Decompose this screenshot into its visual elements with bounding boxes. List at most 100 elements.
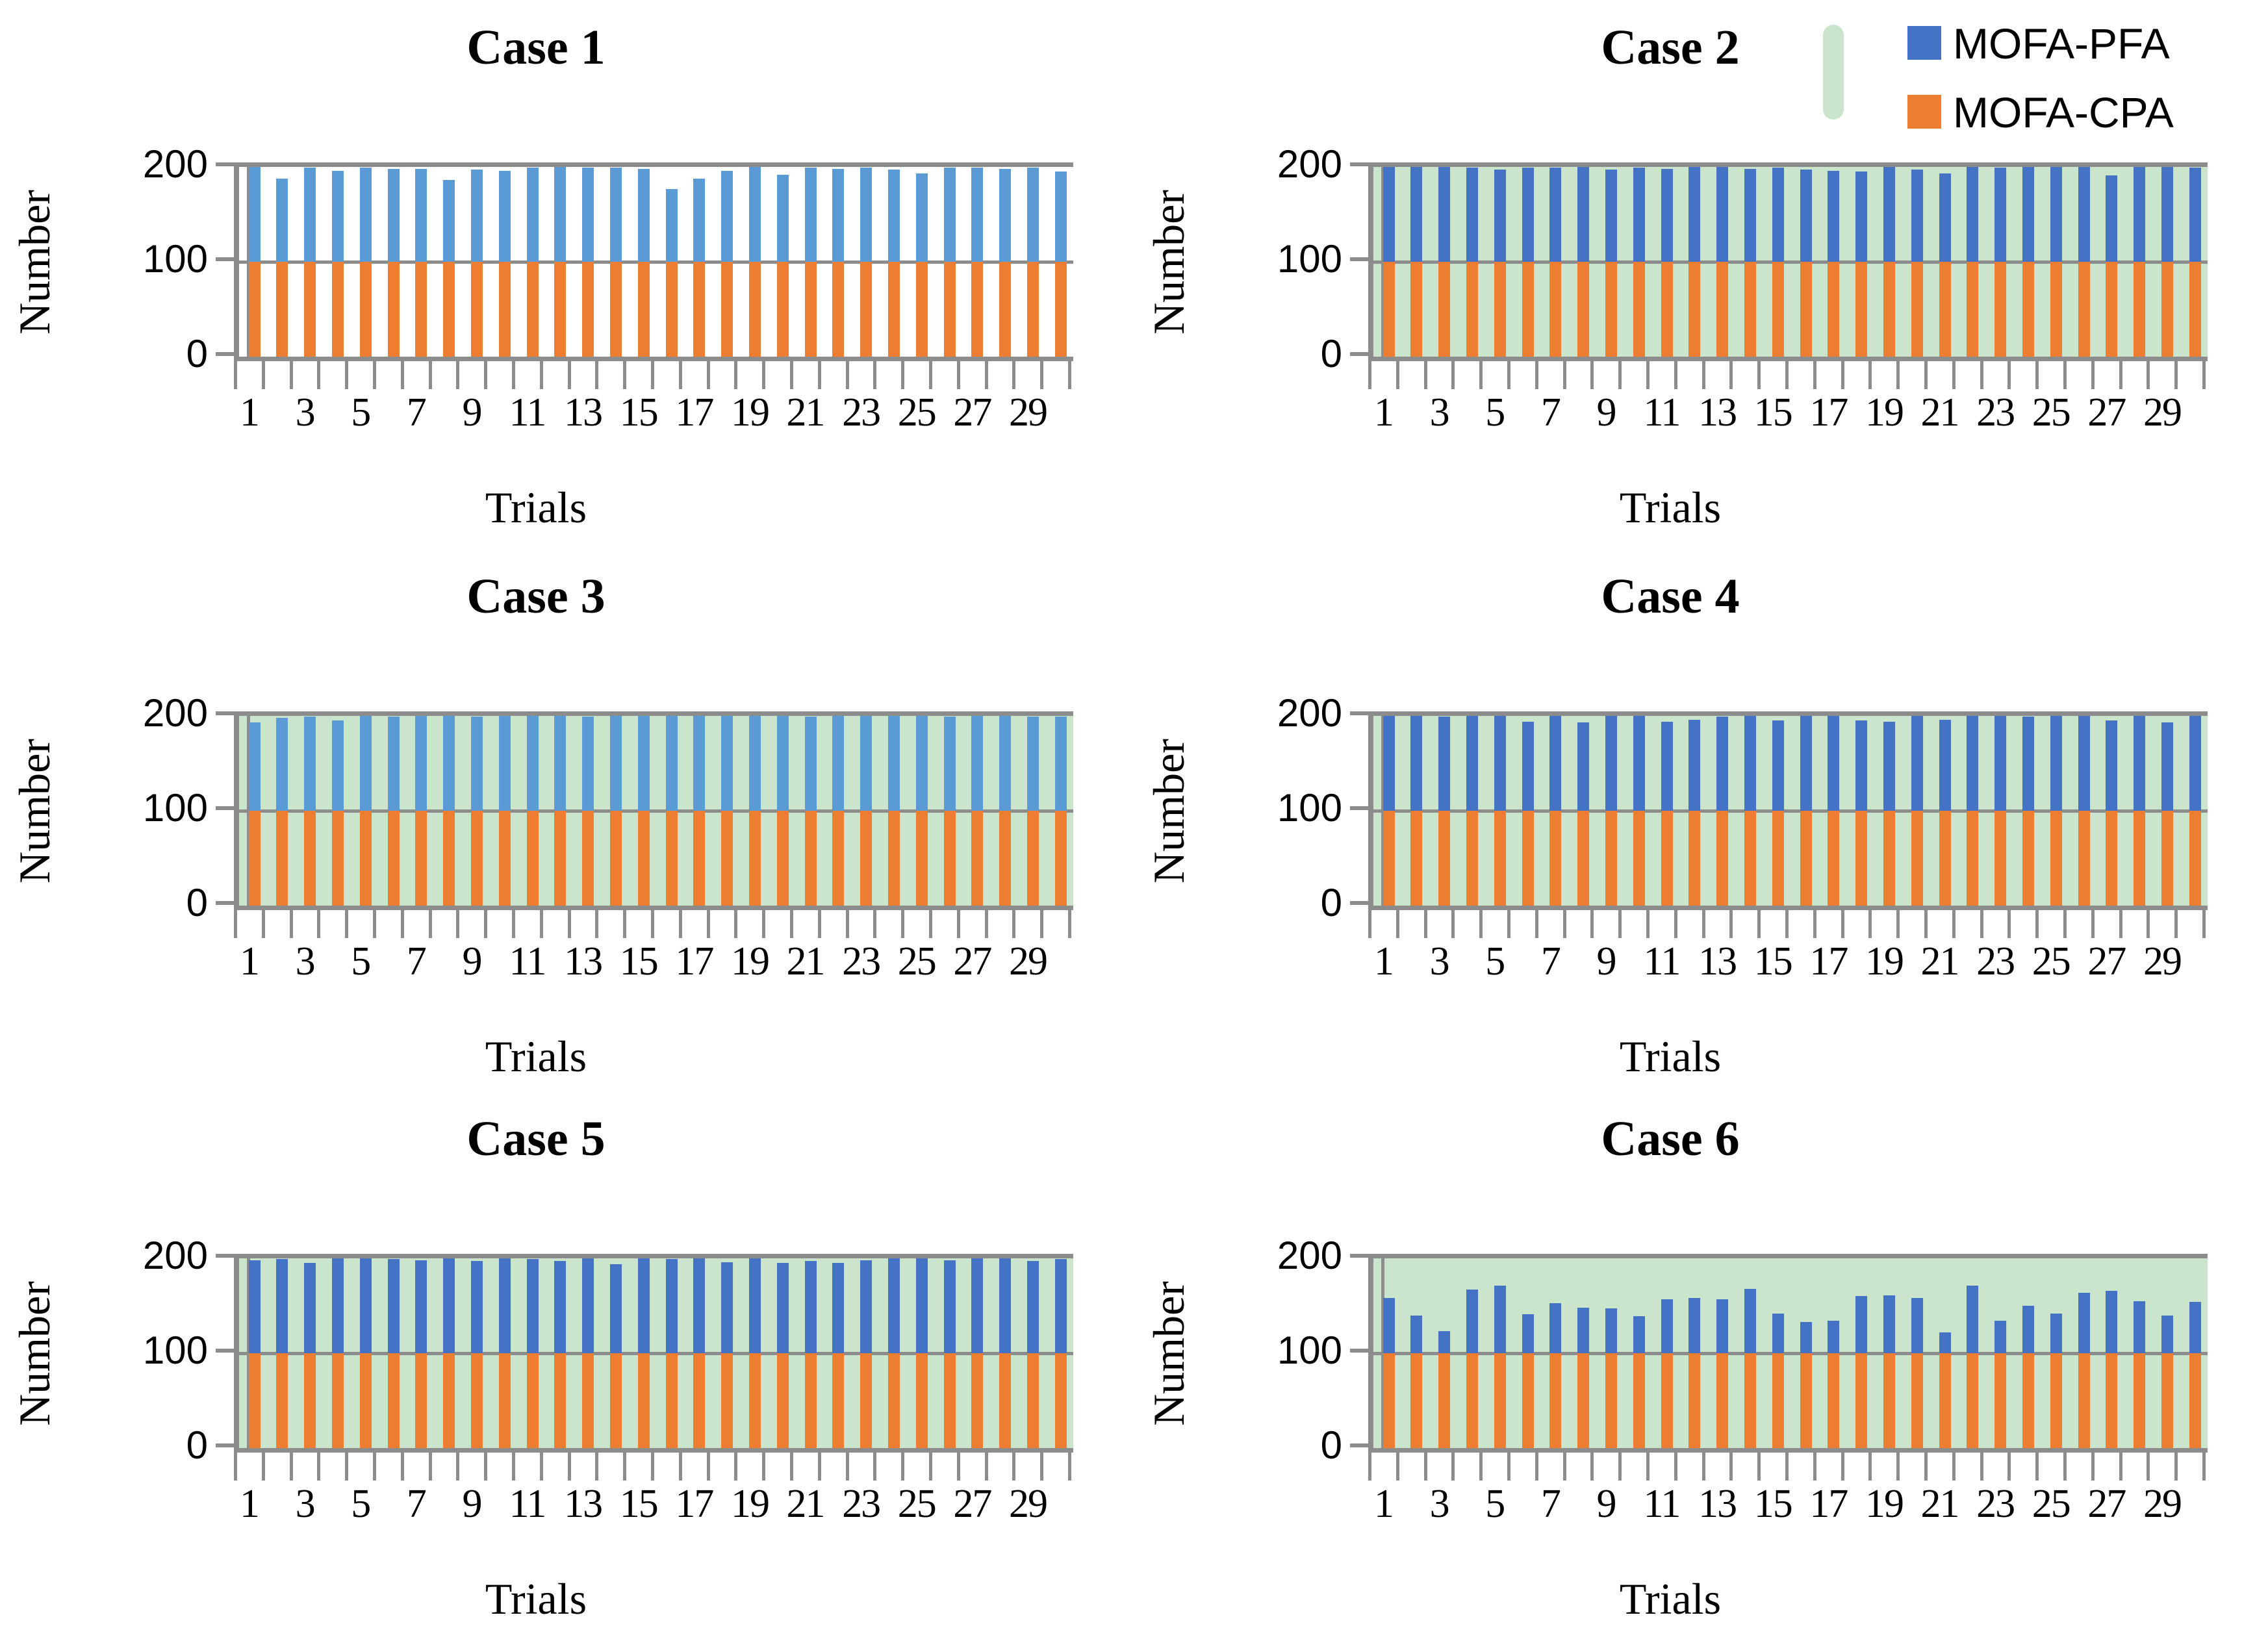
bar-mofa-pfa: [1716, 167, 1729, 262]
x-tick-label: 15: [619, 1482, 659, 1526]
bar-mofa-cpa: [1883, 262, 1895, 357]
bar-mofa-pfa: [721, 716, 733, 811]
bar-mofa-pfa: [609, 168, 622, 262]
bar-mofa-cpa: [860, 1353, 873, 1448]
bar-mofa-cpa: [276, 262, 288, 357]
bar-mofa-cpa: [443, 811, 455, 906]
bar-mofa-cpa: [637, 262, 650, 357]
bar-mofa-cpa: [1410, 811, 1423, 906]
x-tick-mark: [428, 908, 432, 938]
bar-mofa-cpa: [1772, 262, 1784, 357]
x-tick-label: 9: [1596, 1482, 1616, 1526]
x-tick-label: 23: [1976, 939, 2015, 984]
bar-mofa-pfa: [1883, 1295, 1895, 1353]
x-tick-mark: [400, 1451, 404, 1481]
bar-mofa-cpa: [915, 811, 928, 906]
x-tick-label: 15: [1753, 390, 1793, 435]
x-tick-label: 21: [786, 1482, 826, 1526]
x-tick-mark: [1068, 359, 1071, 389]
bar-mofa-cpa: [2189, 262, 2201, 357]
bar-mofa-pfa: [1410, 716, 1423, 811]
bar-mofa-cpa: [1054, 811, 1067, 906]
bar-mofa-cpa: [637, 811, 650, 906]
x-tick-label: 29: [1008, 390, 1048, 435]
bar-mofa-cpa: [2050, 811, 2062, 906]
bar-mofa-pfa: [887, 716, 900, 811]
x-tick-mark: [1590, 908, 1594, 938]
x-tick-mark: [2063, 1451, 2067, 1481]
bar-mofa-cpa: [2134, 811, 2146, 906]
bar-mofa-cpa: [1772, 811, 1784, 906]
x-axis-ticks: [234, 1451, 1073, 1481]
x-axis-title: Trials: [1619, 483, 1722, 532]
x-tick-mark: [1896, 908, 1900, 938]
y-axis-title: Number: [1143, 1280, 1193, 1426]
bar-mofa-pfa: [2022, 167, 2034, 262]
bar-mofa-pfa: [1382, 716, 1395, 811]
bar-mofa-cpa: [915, 1353, 928, 1448]
bar-mofa-cpa: [1494, 1353, 1506, 1448]
bar-mofa-pfa: [498, 170, 511, 262]
x-tick-mark: [1896, 1451, 1900, 1481]
bar-mofa-cpa: [2134, 1353, 2146, 1448]
chart-title: Case 5: [466, 1112, 605, 1166]
x-axis-title: Trials: [485, 1574, 587, 1623]
bar-mofa-cpa: [248, 262, 261, 357]
bar-mofa-cpa: [609, 1353, 622, 1448]
bar-mofa-pfa: [1549, 168, 1562, 262]
bar-mofa-cpa: [582, 262, 594, 357]
y-tick-label: 0: [1320, 881, 1342, 924]
plot-area: [234, 711, 1073, 910]
bar-mofa-cpa: [1549, 1353, 1562, 1448]
bar-mofa-pfa: [832, 716, 845, 811]
bar-mofa-pfa: [1688, 1298, 1701, 1353]
bar-mofa-cpa: [665, 1353, 678, 1448]
x-tick-mark: [956, 908, 960, 938]
x-tick-mark: [651, 908, 654, 938]
x-tick-mark: [2147, 908, 2150, 938]
x-tick-label: 5: [351, 390, 371, 435]
x-tick-mark: [1841, 908, 1844, 938]
x-tick-mark: [790, 1451, 793, 1481]
bar-mofa-cpa: [748, 262, 761, 357]
x-tick-mark: [1535, 908, 1538, 938]
x-tick-label: 19: [730, 1482, 770, 1526]
x-tick-mark: [984, 359, 988, 389]
bar-mofa-cpa: [832, 262, 845, 357]
x-tick-mark: [567, 1451, 571, 1481]
y-tick-mark: [216, 901, 234, 905]
x-tick-label: 9: [1596, 390, 1616, 435]
bar-mofa-pfa: [1967, 167, 1979, 262]
bar-mofa-pfa: [1828, 1321, 1840, 1353]
x-tick-mark: [1924, 359, 1928, 389]
x-tick-mark: [706, 908, 710, 938]
bar-mofa-pfa: [1939, 1332, 1951, 1353]
x-tick-mark: [1012, 359, 1016, 389]
x-tick-label: 3: [295, 390, 316, 435]
y-tick-mark: [1350, 257, 1368, 261]
bar-mofa-pfa: [804, 717, 817, 811]
x-tick-label: 21: [786, 939, 826, 984]
chart-panel-case-1: Case 1 Number Trials 200 100 0 1 3 5 7 9 11 13 15 1…: [0, 0, 1134, 542]
x-tick-mark: [1479, 1451, 1483, 1481]
x-tick-mark: [1813, 359, 1816, 389]
x-tick-label: 27: [2087, 390, 2126, 435]
bar-mofa-pfa: [1026, 1261, 1039, 1353]
bar-mofa-cpa: [304, 1353, 316, 1448]
bar-mofa-cpa: [2134, 262, 2146, 357]
x-tick-label: 15: [619, 390, 659, 435]
bar-mofa-pfa: [1549, 1303, 1562, 1353]
bar-mofa-cpa: [832, 1353, 845, 1448]
x-tick-mark: [1980, 1451, 1983, 1481]
bar-mofa-cpa: [2189, 811, 2201, 906]
bar-mofa-cpa: [693, 1353, 706, 1448]
bar-mofa-cpa: [971, 1353, 984, 1448]
x-tick-mark: [873, 1451, 877, 1481]
bar-mofa-pfa: [1967, 716, 1979, 811]
bar-mofa-pfa: [2050, 167, 2062, 262]
bar-mofa-cpa: [971, 262, 984, 357]
x-tick-mark: [595, 359, 599, 389]
bar-mofa-cpa: [2022, 1353, 2034, 1448]
bar-mofa-cpa: [443, 262, 455, 357]
